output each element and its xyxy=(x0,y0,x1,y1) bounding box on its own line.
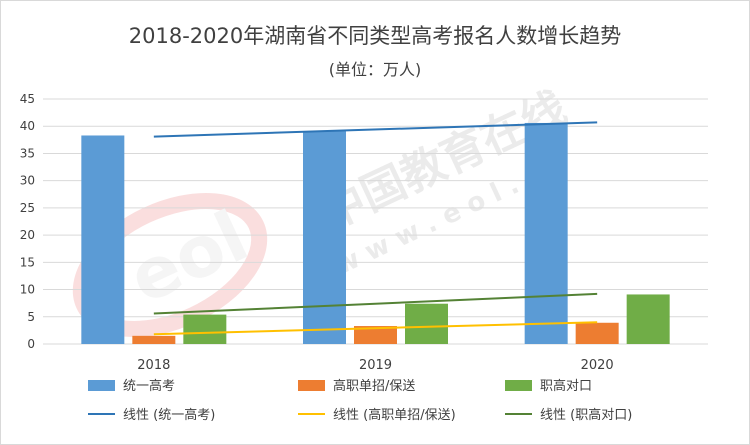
x-tick-label: 2018 xyxy=(137,358,170,373)
bar xyxy=(303,131,346,344)
bar xyxy=(575,322,619,344)
legend-swatch xyxy=(298,380,325,391)
legend-label: 线性 (高职单招/保送) xyxy=(333,407,456,423)
bar xyxy=(132,335,176,344)
legend-label: 职高对口 xyxy=(540,378,592,394)
bar xyxy=(524,122,568,344)
trendline xyxy=(153,321,598,336)
legend-label: 线性 (统一高考) xyxy=(123,407,215,423)
trendlines xyxy=(153,121,598,336)
legend-label: 线性 (职高对口) xyxy=(540,407,632,423)
trendline xyxy=(153,292,598,315)
bar xyxy=(626,294,670,344)
bar xyxy=(81,135,125,344)
x-axis: 2018 2019 2020 xyxy=(137,358,613,373)
trendline xyxy=(153,121,598,138)
y-tick-label: 15 xyxy=(20,255,35,269)
y-tick-label: 30 xyxy=(20,174,35,188)
x-tick-label: 2020 xyxy=(581,358,614,373)
legend-label: 统一高考 xyxy=(123,378,175,394)
bar xyxy=(405,303,448,344)
y-tick-label: 0 xyxy=(27,337,35,351)
legend-swatch xyxy=(88,380,115,391)
chart-title: 2018-2020年湖南省不同类型高考报名人数增长趋势 xyxy=(128,24,622,48)
y-tick-label: 35 xyxy=(20,146,35,160)
y-tick-label: 25 xyxy=(20,201,35,215)
y-tick-label: 5 xyxy=(27,310,35,324)
bars xyxy=(81,122,670,344)
x-tick-label: 2019 xyxy=(359,358,392,373)
chart-subtitle: (单位：万人) xyxy=(328,60,422,79)
legend-swatch xyxy=(505,380,532,391)
y-tick-label: 45 xyxy=(20,92,35,106)
legend-label: 高职单招/保送 xyxy=(333,378,415,394)
y-axis: 0 5 10 15 20 25 30 35 40 45 xyxy=(20,92,35,351)
y-tick-label: 20 xyxy=(20,228,35,242)
y-tick-label: 10 xyxy=(20,283,35,297)
y-tick-label: 40 xyxy=(20,119,35,133)
bar xyxy=(183,314,227,344)
bar xyxy=(354,326,397,344)
